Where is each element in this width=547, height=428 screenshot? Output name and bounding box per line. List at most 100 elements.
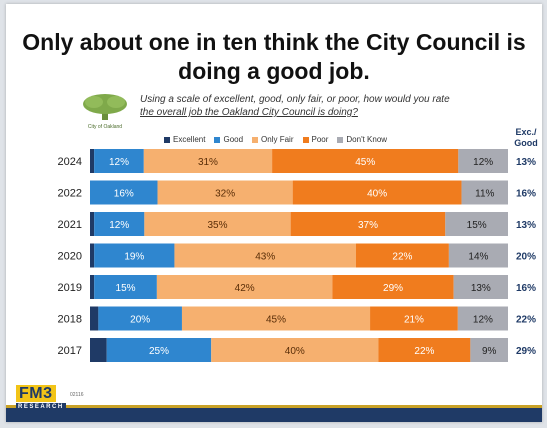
data-label-poor-2018: 21%	[404, 315, 424, 326]
data-label-good-2019: 15%	[116, 283, 136, 294]
y-tick-label-2020: 2020	[58, 251, 82, 263]
question-line-1: Using a scale of excellent, good, only f…	[140, 94, 450, 105]
data-label-only-fair-2024: 31%	[198, 157, 218, 168]
legend-item-poor: Poor	[302, 135, 329, 144]
data-label-don-t-know-2017: 9%	[482, 346, 497, 357]
legend-swatch-only-fair	[252, 136, 259, 143]
data-label-good-2022: 16%	[114, 189, 134, 200]
legend-swatch-excellent	[164, 136, 170, 143]
exc-good-value-2017: 29%	[516, 346, 536, 357]
bar-only-fair-2024	[143, 149, 273, 173]
fm3-research-label: RESEARCH	[16, 403, 66, 411]
data-label-poor-2019: 29%	[383, 283, 403, 294]
data-label-don-t-know-2019: 13%	[471, 283, 491, 294]
chart-title: Only about one in ten think the City Cou…	[6, 28, 542, 86]
bar-don-t-know-2021	[445, 212, 508, 236]
legend-label-dont-know: Don't Know	[346, 135, 388, 144]
legend-item-dont-know: Don't Know	[337, 135, 387, 144]
legend: Excellent Good Only Fair Poor Don't Know	[164, 135, 387, 144]
y-tick-label-2019: 2019	[58, 282, 82, 294]
data-label-good-2021: 12%	[109, 220, 129, 231]
bar-excellent-2019	[90, 275, 95, 299]
data-label-don-t-know-2022: 11%	[475, 189, 494, 200]
bar-only-fair-2020	[174, 243, 356, 268]
footer-bar	[6, 408, 542, 422]
bar-don-t-know-2018	[457, 306, 508, 331]
exc-good-header-line-1: Exc./	[515, 127, 537, 137]
exc-good-value-2021: 13%	[516, 220, 536, 231]
legend-label-poor: Poor	[311, 135, 329, 144]
bar-good-2021	[94, 212, 145, 236]
bar-don-t-know-2020	[448, 243, 508, 268]
bar-good-2020	[94, 243, 175, 268]
legend-item-excellent: Excellent	[164, 135, 205, 144]
data-label-poor-2020: 22%	[392, 252, 412, 263]
bar-good-2019	[94, 275, 157, 299]
bar-only-fair-2019	[156, 275, 333, 299]
y-tick-label-2021: 2021	[58, 219, 82, 231]
bar-poor-2020	[356, 243, 449, 268]
data-label-good-2018: 20%	[130, 315, 150, 326]
oakland-tree-logo: City of Oakland	[83, 94, 127, 130]
data-label-good-2020: 19%	[124, 252, 144, 263]
data-label-poor-2021: 37%	[358, 220, 378, 231]
bar-don-t-know-2019	[453, 275, 508, 299]
logo-caption: City of Oakland	[88, 124, 122, 130]
exc-good-value-2020: 20%	[516, 252, 536, 263]
footer-accent-line	[6, 405, 542, 408]
data-label-only-fair-2019: 42%	[235, 283, 255, 294]
data-label-good-2017: 25%	[149, 346, 169, 357]
bar-poor-2022	[292, 180, 462, 205]
bar-only-fair-2017	[211, 338, 379, 362]
y-tick-label-2017: 2017	[58, 345, 82, 357]
data-label-only-fair-2017: 40%	[285, 346, 305, 357]
data-label-only-fair-2018: 45%	[266, 315, 286, 326]
bar-only-fair-2022	[157, 180, 293, 205]
y-tick-label-2018: 2018	[58, 314, 82, 326]
bar-good-2022	[90, 180, 158, 205]
bar-excellent-2024	[90, 149, 95, 173]
exc-good-value-2018: 22%	[516, 315, 536, 326]
legend-label-excellent: Excellent	[173, 135, 206, 144]
bar-don-t-know-2024	[458, 149, 508, 173]
bar-good-2024	[94, 149, 144, 173]
footer-code: 02116	[70, 392, 84, 398]
data-label-only-fair-2021: 35%	[207, 220, 227, 231]
bar-poor-2024	[272, 149, 459, 173]
data-label-good-2024: 12%	[109, 157, 129, 168]
bar-poor-2018	[370, 306, 458, 331]
exc-good-header-line-2: Good	[514, 138, 538, 148]
fm3-logo: FM3	[16, 385, 56, 402]
legend-swatch-good	[214, 136, 221, 143]
data-label-don-t-know-2021: 15%	[467, 220, 487, 231]
bar-poor-2021	[290, 212, 446, 236]
data-label-don-t-know-2020: 14%	[468, 252, 488, 263]
bar-good-2018	[98, 306, 182, 331]
exc-good-value-2019: 16%	[516, 283, 536, 294]
data-label-poor-2022: 40%	[367, 189, 387, 200]
data-label-poor-2017: 22%	[414, 346, 434, 357]
legend-label-only-fair: Only Fair	[261, 135, 294, 144]
exc-good-value-2022: 16%	[516, 189, 536, 200]
legend-item-good: Good	[214, 135, 243, 144]
slide: Only about one in ten think the City Cou…	[6, 4, 542, 422]
legend-swatch-poor	[302, 136, 309, 143]
exc-good-value-2024: 13%	[516, 157, 536, 168]
data-label-only-fair-2020: 43%	[255, 252, 275, 263]
y-tick-label-2024: 2024	[58, 156, 82, 168]
data-label-don-t-know-2018: 12%	[473, 315, 493, 326]
data-label-poor-2024: 45%	[355, 157, 375, 168]
bar-don-t-know-2017	[470, 338, 508, 362]
bar-excellent-2018	[90, 306, 99, 331]
question-line-2: the overall job the Oakland City Council…	[140, 107, 358, 118]
legend-swatch-dont-know	[337, 136, 344, 143]
bar-poor-2017	[378, 338, 471, 362]
title-line-2: doing a good job.	[178, 58, 370, 84]
exc-good-header: Exc./ Good	[510, 127, 542, 149]
title-line-1: Only about one in ten think the City Cou…	[22, 29, 526, 55]
bar-good-2017	[106, 338, 212, 362]
bar-excellent-2020	[90, 243, 95, 268]
data-label-don-t-know-2024: 12%	[473, 157, 493, 168]
bar-only-fair-2018	[181, 306, 371, 331]
bar-only-fair-2021	[144, 212, 291, 236]
